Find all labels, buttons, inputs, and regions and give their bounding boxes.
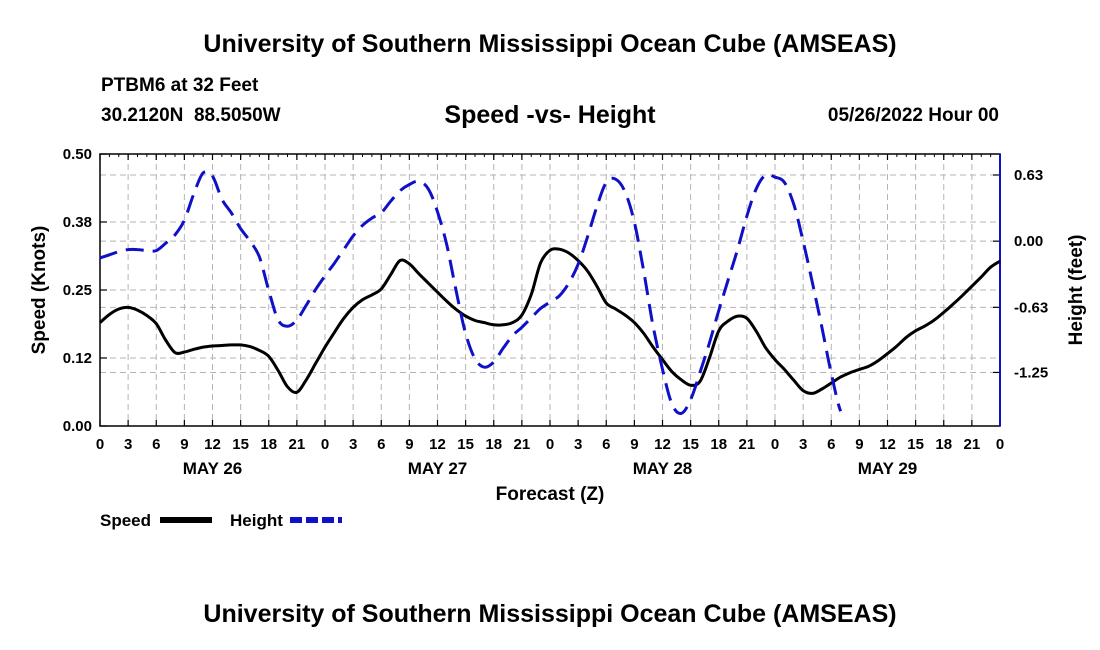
x-tick-label: 3	[124, 436, 132, 453]
x-tick-label: 0	[996, 436, 1004, 453]
x-tick-label: 15	[232, 436, 249, 453]
x-tick-label: 18	[935, 436, 952, 453]
y-right-tick-label: -0.63	[1014, 299, 1048, 316]
x-tick-label: 3	[574, 436, 582, 453]
x-tick-label: 0	[321, 436, 329, 453]
y-left-tick-label: 0.12	[63, 350, 92, 367]
x-tick-label: 9	[855, 436, 863, 453]
x-tick-label: 6	[152, 436, 160, 453]
x-tick-label: 12	[654, 436, 671, 453]
x-tick-label: 12	[879, 436, 896, 453]
legend-label-height: Height	[230, 511, 283, 530]
chart-subtitle: Speed -vs- Height	[444, 101, 656, 129]
x-tick-label: 21	[514, 436, 531, 453]
x-tick-label: 15	[682, 436, 699, 453]
x-tick-label: 0	[771, 436, 779, 453]
y-left-tick-label: 0.00	[63, 418, 92, 435]
y-left-tick-label: 0.50	[63, 146, 92, 163]
day-label: MAY 26	[183, 459, 243, 478]
legend-label-speed: Speed	[100, 511, 151, 530]
x-tick-label: 12	[429, 436, 446, 453]
x-axis-label: Forecast (Z)	[496, 484, 605, 505]
x-tick-label: 21	[739, 436, 756, 453]
x-tick-label: 3	[799, 436, 807, 453]
day-label: MAY 27	[408, 459, 468, 478]
chart-legend: Speed Height	[100, 511, 342, 530]
x-tick-label: 18	[260, 436, 277, 453]
x-tick-label: 9	[630, 436, 638, 453]
coordinates-label: 30.2120N 88.5050W	[101, 105, 281, 126]
main-title: University of Southern Mississippi Ocean…	[203, 30, 897, 58]
y-left-tick-label: 0.25	[63, 282, 92, 299]
y-right-tick-label: -1.25	[1014, 364, 1048, 381]
forecast-date: 05/26/2022 Hour 00	[827, 105, 999, 126]
y-left-tick-label: 0.38	[63, 214, 92, 231]
x-tick-label: 9	[180, 436, 188, 453]
day-label: MAY 28	[633, 459, 693, 478]
chart-grid	[100, 154, 1000, 426]
chart-series	[99, 169, 1001, 415]
day-label: MAY 29	[858, 459, 918, 478]
x-tick-label: 18	[485, 436, 502, 453]
series-line-height	[99, 169, 843, 415]
y-axis-left-label: Speed (Knots)	[29, 226, 50, 355]
x-tick-label: 15	[457, 436, 474, 453]
x-tick-label: 6	[827, 436, 835, 453]
x-tick-label: 0	[546, 436, 554, 453]
station-label: PTBM6 at 32 Feet	[101, 75, 259, 96]
x-tick-label: 9	[405, 436, 413, 453]
x-tick-label: 15	[907, 436, 924, 453]
y-axis-right-label: Height (feet)	[1066, 235, 1087, 346]
x-tick-label: 3	[349, 436, 357, 453]
x-tick-label: 6	[602, 436, 610, 453]
y-right-tick-label: 0.00	[1014, 233, 1043, 250]
y-right-tick-label: 0.63	[1014, 167, 1043, 184]
x-tick-label: 18	[710, 436, 727, 453]
x-tick-label: 12	[204, 436, 221, 453]
x-tick-label: 6	[377, 436, 385, 453]
x-tick-label: 21	[289, 436, 306, 453]
x-tick-label: 21	[964, 436, 981, 453]
series-line-speed	[99, 247, 1001, 395]
x-tick-label: 0	[96, 436, 104, 453]
footer-title: University of Southern Mississippi Ocean…	[203, 600, 897, 628]
chart-axes: 0 3 6 9 12 15 18 21 0 3 6 9 12 15 18 21 0 3 6 9 12 15 18 21 0 3 6 9…	[63, 146, 1048, 478]
